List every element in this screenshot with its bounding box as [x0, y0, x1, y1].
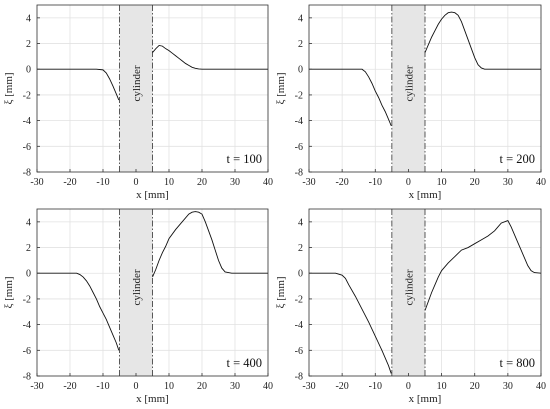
y-tick-label: 0 [26, 269, 31, 280]
x-tick-label: 10 [437, 177, 447, 188]
x-tick-label: -10 [369, 177, 382, 188]
y-tick-label: 2 [26, 39, 31, 50]
axes-frame [308, 208, 542, 377]
x-tick-label: -20 [63, 381, 76, 392]
x-tick-label: 0 [406, 381, 411, 392]
cylinder-label: cylinder [131, 65, 143, 101]
y-tick-label: 4 [298, 217, 303, 228]
y-tick-label: 2 [298, 243, 303, 254]
x-tick-label: -10 [96, 381, 109, 392]
series-line-1 [424, 11, 541, 70]
x-tick-label: -30 [30, 381, 43, 392]
series-line-1 [152, 211, 268, 278]
x-tick-label: 20 [197, 177, 207, 188]
y-axis-label: ξ [mm] [275, 276, 287, 308]
x-tick-label: 0 [406, 177, 411, 188]
y-tick-label: -6 [23, 346, 31, 357]
x-tick-label: 30 [230, 177, 240, 188]
y-tick-label: -2 [295, 294, 303, 305]
x-tick-label: -30 [30, 177, 43, 188]
x-axis-label: x [mm] [409, 393, 442, 405]
x-tick-label: 40 [263, 381, 273, 392]
x-tick-label: -30 [302, 381, 315, 392]
cylinder-band [391, 209, 425, 376]
x-tick-label: -20 [335, 177, 348, 188]
cylinder-label: cylinder [403, 65, 415, 101]
y-axis-label: ξ [mm] [275, 72, 287, 104]
series-line-0 [37, 68, 120, 101]
y-tick-label: 4 [26, 13, 31, 24]
x-tick-label: 0 [134, 381, 139, 392]
series-line-1 [152, 44, 268, 70]
axes-frame [308, 4, 542, 173]
x-tick-label: -10 [369, 381, 382, 392]
y-tick-label: -8 [23, 168, 31, 179]
cylinder-label: cylinder [131, 269, 143, 305]
cylinder-band [119, 5, 153, 172]
x-tick-label: 10 [164, 177, 174, 188]
y-tick-label: 2 [298, 39, 303, 50]
x-tick-label: 30 [230, 381, 240, 392]
time-annotation: t = 100 [226, 152, 262, 166]
x-tick-label: 10 [164, 381, 174, 392]
y-axis-label: ξ [mm] [3, 72, 15, 104]
x-tick-label: 30 [503, 381, 513, 392]
time-annotation: t = 400 [226, 356, 262, 370]
series-line-1 [424, 219, 542, 311]
x-tick-label: -10 [96, 177, 109, 188]
y-tick-label: -8 [23, 372, 31, 383]
series-line-0 [37, 272, 120, 351]
cylinder-label: cylinder [403, 269, 415, 305]
series-line-0 [309, 68, 392, 126]
x-tick-label: 20 [470, 381, 480, 392]
y-tick-label: -4 [295, 116, 303, 127]
series-line-0 [309, 272, 392, 374]
axes-frame [36, 208, 269, 377]
y-tick-label: 0 [298, 269, 303, 280]
y-tick-label: -2 [23, 90, 31, 101]
y-tick-label: -8 [295, 168, 303, 179]
y-tick-label: -6 [295, 346, 303, 357]
x-tick-label: 40 [263, 177, 273, 188]
x-tick-label: 40 [536, 381, 546, 392]
y-tick-label: -2 [295, 90, 303, 101]
y-tick-label: -4 [23, 320, 31, 331]
x-axis-label: x [mm] [136, 189, 169, 201]
x-tick-label: 10 [437, 381, 447, 392]
x-tick-label: -20 [63, 177, 76, 188]
y-tick-label: -6 [23, 142, 31, 153]
axes-frame [36, 4, 269, 173]
x-tick-label: -30 [302, 177, 315, 188]
cylinder-band [119, 209, 153, 376]
y-tick-label: 2 [26, 243, 31, 254]
y-tick-label: -2 [23, 294, 31, 305]
x-tick-label: 30 [503, 177, 513, 188]
x-tick-label: 20 [470, 177, 480, 188]
y-tick-label: 0 [298, 65, 303, 76]
y-tick-label: -4 [23, 116, 31, 127]
x-tick-label: 0 [134, 177, 139, 188]
time-annotation: t = 200 [499, 152, 535, 166]
y-axis-label: ξ [mm] [3, 276, 15, 308]
y-tick-label: -6 [295, 142, 303, 153]
x-axis-label: x [mm] [409, 189, 442, 201]
y-tick-label: 4 [298, 13, 303, 24]
y-tick-label: -8 [295, 372, 303, 383]
x-tick-label: 20 [197, 381, 207, 392]
x-tick-label: -20 [335, 381, 348, 392]
cylinder-band [391, 5, 425, 172]
time-annotation: t = 800 [499, 356, 535, 370]
y-tick-label: 4 [26, 217, 31, 228]
x-tick-label: 40 [536, 177, 546, 188]
y-tick-label: -4 [295, 320, 303, 331]
y-tick-label: 0 [26, 65, 31, 76]
x-axis-label: x [mm] [136, 393, 169, 405]
